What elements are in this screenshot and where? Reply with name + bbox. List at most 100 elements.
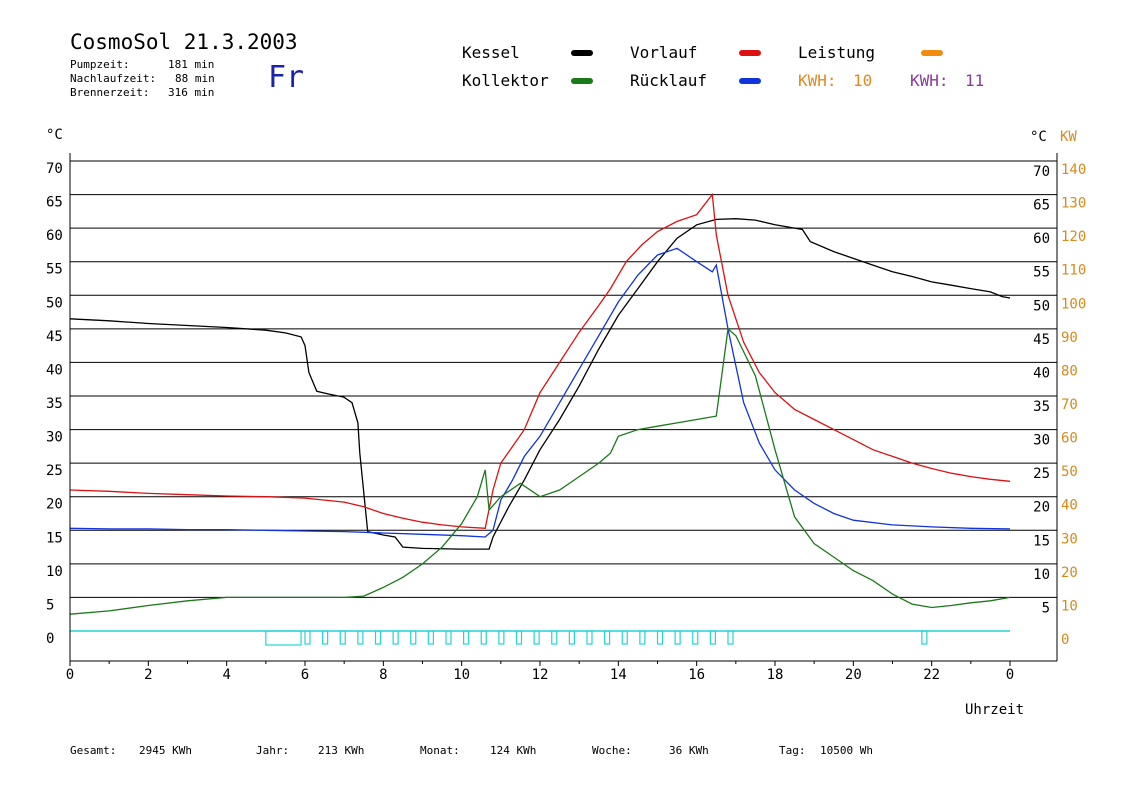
y-tick-label-right: 50	[1033, 298, 1050, 314]
stat-brennerzeit-value: 316 min	[168, 86, 215, 99]
y-tick-label-right: 65	[1033, 198, 1050, 214]
footer-woche-value: 36 KWh	[669, 744, 709, 757]
y-tick-label-left: 30	[46, 430, 63, 446]
y-tick-label-right: 5	[1042, 600, 1050, 616]
y-tick-label-right: 55	[1033, 265, 1050, 281]
y-tick-label-left: 0	[46, 631, 54, 647]
stat-pumpzeit-label: Pumpzeit:	[70, 58, 130, 71]
pump-cycle-mark	[921, 630, 928, 645]
kw-tick-label: 50	[1061, 464, 1078, 480]
pump-cycle-mark	[498, 630, 505, 645]
y-tick-label-right: 25	[1033, 466, 1050, 482]
y-tick-label-left: 25	[46, 463, 63, 479]
x-tick-label: 18	[767, 667, 784, 683]
y-tick-label-left: 15	[46, 530, 63, 546]
x-tick-label: 0	[66, 667, 74, 683]
x-tick-label: 2	[144, 667, 152, 683]
kw-tick-label: 80	[1061, 363, 1078, 379]
x-tick-label: 16	[688, 667, 705, 683]
pump-cycle-mark	[621, 630, 628, 645]
y-tick-label-left: 60	[46, 228, 63, 244]
x-tick-label: 10	[453, 667, 470, 683]
kw-tick-label: 70	[1061, 397, 1078, 413]
y-tick-label-right: 35	[1033, 399, 1050, 415]
y-tick-label-left: 10	[46, 564, 63, 580]
x-tick-label: 22	[923, 667, 940, 683]
y-tick-label-right: 60	[1033, 231, 1050, 247]
x-tick-label: 4	[222, 667, 230, 683]
footer-monat-value: 124 KWh	[490, 744, 537, 757]
pump-cycle-mark	[357, 630, 364, 645]
footer-gesamt-label: Gesamt:	[70, 744, 117, 757]
footer-tag-value: 10500 Wh	[820, 744, 873, 757]
pump-cycle-mark	[674, 630, 681, 645]
stat-brennerzeit-label: Brennerzeit:	[70, 86, 150, 99]
kw-tick-label: 30	[1061, 531, 1078, 547]
kw-tick-label: 120	[1061, 229, 1086, 245]
pump-cycle-mark	[604, 630, 611, 645]
kw-tick-label: 60	[1061, 431, 1078, 447]
y-tick-label-right: 40	[1033, 365, 1050, 381]
kw-tick-label: 20	[1061, 565, 1078, 581]
footer-woche-label: Woche:	[592, 744, 632, 757]
pump-cycle-mark	[639, 630, 646, 645]
y-tick-label-left: 65	[46, 195, 63, 211]
legend-label-kollektor: Kollektor	[462, 71, 549, 90]
y-tick-label-right: 70	[1033, 164, 1050, 180]
pump-cycle-mark	[265, 630, 302, 646]
series-kollektor-line	[69, 327, 1011, 615]
kw-tick-label: 0	[1061, 632, 1069, 648]
pump-cycle-mark	[427, 630, 434, 645]
x-tick-label: 6	[301, 667, 309, 683]
y-tick-label-right: 45	[1033, 332, 1050, 348]
stat-nachlaufzeit-value: 88 min	[175, 72, 215, 85]
pump-cycle-mark	[551, 630, 558, 645]
legend-kwh-value-2: 11	[965, 71, 985, 90]
footer-gesamt-value: 2945 KWh	[139, 744, 192, 757]
legend-label-vorlauf: Vorlauf	[630, 43, 698, 62]
series-vorlauf-line	[69, 192, 1011, 529]
x-tick-label: 20	[845, 667, 862, 683]
y-tick-label-left: 45	[46, 329, 63, 345]
footer-monat-label: Monat:	[420, 744, 460, 757]
legend-label-leistung: Leistung	[798, 43, 876, 62]
y-tick-label-left: 55	[46, 262, 63, 278]
pump-cycle-mark	[410, 630, 417, 645]
pump-cycle-mark	[656, 630, 664, 645]
pump-cycle-mark	[568, 630, 575, 645]
x-tick-label: 0	[1006, 667, 1014, 683]
pump-cycle-mark	[392, 630, 399, 645]
series-rcklauf-line	[69, 247, 1011, 538]
pump-cycle-mark	[515, 630, 523, 645]
pump-cycle-mark	[709, 630, 716, 645]
pump-cycle-mark	[445, 630, 452, 645]
kw-tick-label: 140	[1061, 162, 1086, 178]
pump-cycle-mark	[463, 630, 470, 645]
stat-nachlaufzeit-label: Nachlaufzeit:	[70, 72, 157, 85]
legend-label-kessel: Kessel	[462, 43, 520, 62]
y-tick-label-left: 40	[46, 362, 63, 378]
chart-title: CosmoSol 21.3.2003	[70, 30, 298, 54]
y-tick-label-left: 70	[46, 161, 63, 177]
y-tick-label-left: 35	[46, 396, 63, 412]
footer-jahr-label: Jahr:	[256, 744, 290, 757]
pump-cycle-mark	[322, 630, 329, 645]
x-tick-label: 14	[610, 667, 627, 683]
x-tick-label: 12	[532, 667, 549, 683]
y-tick-label-right: 30	[1033, 433, 1050, 449]
kw-tick-label: 40	[1061, 498, 1078, 514]
kw-tick-label: 10	[1061, 598, 1078, 614]
x-axis-label: Uhrzeit	[965, 702, 1024, 718]
y-tick-label-left: 50	[46, 295, 63, 311]
y-axis-unit-kw: KW	[1060, 129, 1077, 145]
legend-kwh-label-2: KWH:	[910, 71, 949, 90]
series-kessel-line	[69, 218, 1011, 550]
weekday-label: Fr	[268, 60, 305, 95]
pump-cycle-mark	[374, 630, 382, 645]
kw-tick-label: 110	[1061, 263, 1086, 279]
footer-tag-label: Tag:	[779, 744, 806, 757]
pump-cycle-mark	[692, 630, 699, 645]
pump-cycle-mark	[480, 630, 487, 645]
y-axis-unit-left: °C	[46, 127, 63, 143]
